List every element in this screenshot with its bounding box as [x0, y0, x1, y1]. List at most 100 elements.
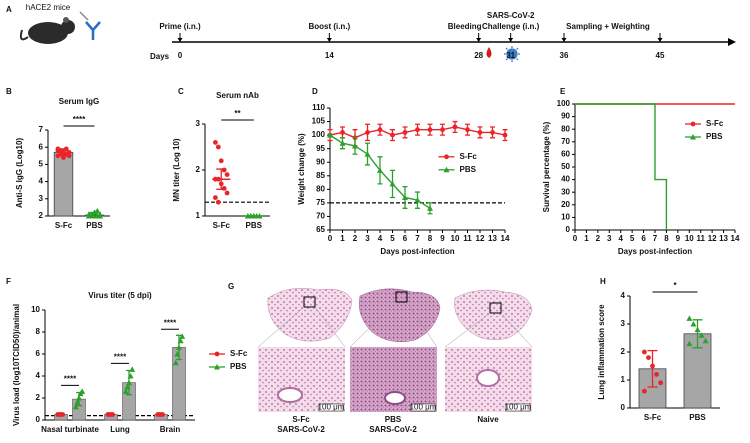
- point: [74, 399, 81, 405]
- y-tick-label: 40: [561, 175, 570, 184]
- point: [452, 124, 458, 130]
- y-tick-label: 100: [557, 99, 571, 108]
- chart-title: Serum nAb: [216, 91, 259, 100]
- panel-letter: D: [312, 87, 318, 96]
- y-tick-label: 8: [36, 327, 41, 336]
- timeline-event-label: Boost (i.n.): [308, 22, 350, 31]
- legend-label: PBS: [460, 165, 477, 174]
- point: [224, 190, 230, 196]
- y-axis-label: Survival percentage (%): [542, 121, 551, 212]
- x-tick-label: 12: [708, 234, 717, 243]
- x-tick-label: 2: [596, 234, 601, 243]
- y-tick-label: 80: [316, 184, 325, 193]
- point: [465, 127, 470, 133]
- point: [250, 213, 257, 219]
- y-tick-label: 100: [312, 130, 326, 139]
- y-axis-label: Weight change (%): [297, 133, 306, 205]
- y-tick-label: 1: [621, 375, 626, 384]
- x-tick-label: 8: [664, 234, 669, 243]
- legend-marker: [690, 121, 696, 127]
- x-tick-label: 4: [618, 234, 623, 243]
- y-tick-label: 6: [36, 349, 41, 358]
- y-tick-label: 80: [561, 124, 570, 133]
- y-tick-label: 4: [621, 291, 626, 300]
- point: [172, 359, 179, 366]
- timeline-axis-label: Days: [150, 52, 170, 61]
- y-tick-label: 60: [561, 150, 570, 159]
- x-tick-label: 13: [488, 234, 497, 243]
- y-axis-label: MN titer (Log 10): [172, 138, 181, 201]
- x-tick-label: S-Fc: [213, 221, 231, 230]
- x-tick-label: 14: [731, 234, 740, 243]
- y-tick-label: 75: [316, 198, 325, 207]
- y-tick-label: 2: [196, 165, 201, 174]
- point: [686, 315, 693, 321]
- panel-letter: F: [6, 277, 11, 286]
- panel-letter: C: [178, 87, 184, 96]
- y-tick-label: 4: [36, 371, 41, 380]
- point: [215, 144, 221, 150]
- point: [642, 388, 647, 394]
- legend-label: S-Fc: [230, 349, 248, 358]
- point: [365, 130, 370, 135]
- point: [63, 146, 69, 152]
- panel-letter: A: [6, 5, 12, 14]
- y-tick-label: 65: [316, 225, 325, 234]
- x-tick-label: 11: [696, 234, 705, 243]
- point: [213, 195, 218, 201]
- scale-bar-box: [410, 403, 436, 412]
- blood-drop-icon: [486, 47, 492, 58]
- significance-label: ****: [164, 318, 177, 327]
- y-tick-label: 90: [316, 157, 325, 166]
- timeline-day: 45: [656, 51, 665, 60]
- survival-line: [575, 103, 668, 230]
- significance-label: **: [234, 109, 241, 118]
- point: [122, 388, 129, 394]
- point: [126, 379, 132, 386]
- point: [215, 176, 221, 182]
- significance-label: *: [673, 281, 677, 290]
- point: [61, 155, 66, 160]
- significance-label: ****: [114, 353, 127, 362]
- x-tick-label: 11: [463, 234, 472, 243]
- point: [218, 158, 224, 164]
- point: [340, 130, 345, 135]
- point: [414, 197, 421, 203]
- y-tick-label: 7: [39, 125, 44, 134]
- x-tick-label: 9: [676, 234, 681, 243]
- timeline-arrow: [657, 38, 663, 42]
- point: [339, 140, 346, 146]
- point: [389, 180, 396, 187]
- y-tick-label: 5: [39, 160, 44, 169]
- y-tick-label: 50: [561, 162, 570, 171]
- x-tick-label: 1: [340, 234, 345, 243]
- x-tick-label: 10: [451, 234, 460, 243]
- point: [642, 349, 647, 355]
- point: [440, 127, 445, 133]
- y-axis-label: Virus load (log10TCID50)/animal: [12, 304, 21, 426]
- x-tick-label: 3: [365, 234, 370, 243]
- point: [686, 340, 693, 347]
- point: [427, 127, 433, 133]
- histology-images: [257, 288, 533, 412]
- y-tick-label: 2: [36, 393, 41, 402]
- point: [702, 337, 709, 344]
- scale-bar-label: 100 μm: [410, 403, 437, 412]
- x-tick-label: Nasal turbinate: [41, 425, 99, 434]
- point: [477, 130, 483, 135]
- x-tick-label: 4: [378, 234, 383, 243]
- timeline-event-label: SARS-CoV-2: [487, 11, 535, 20]
- x-tick-label: Brain: [160, 425, 181, 434]
- point: [176, 344, 182, 350]
- point: [327, 132, 333, 138]
- point: [698, 332, 705, 338]
- y-tick-label: 20: [561, 200, 570, 209]
- point: [179, 333, 186, 339]
- timeline-day: 31: [506, 51, 515, 60]
- point: [66, 149, 72, 155]
- point: [390, 132, 395, 138]
- panel-letter: G: [228, 282, 234, 291]
- point: [502, 132, 508, 138]
- timeline-arrow: [561, 38, 567, 42]
